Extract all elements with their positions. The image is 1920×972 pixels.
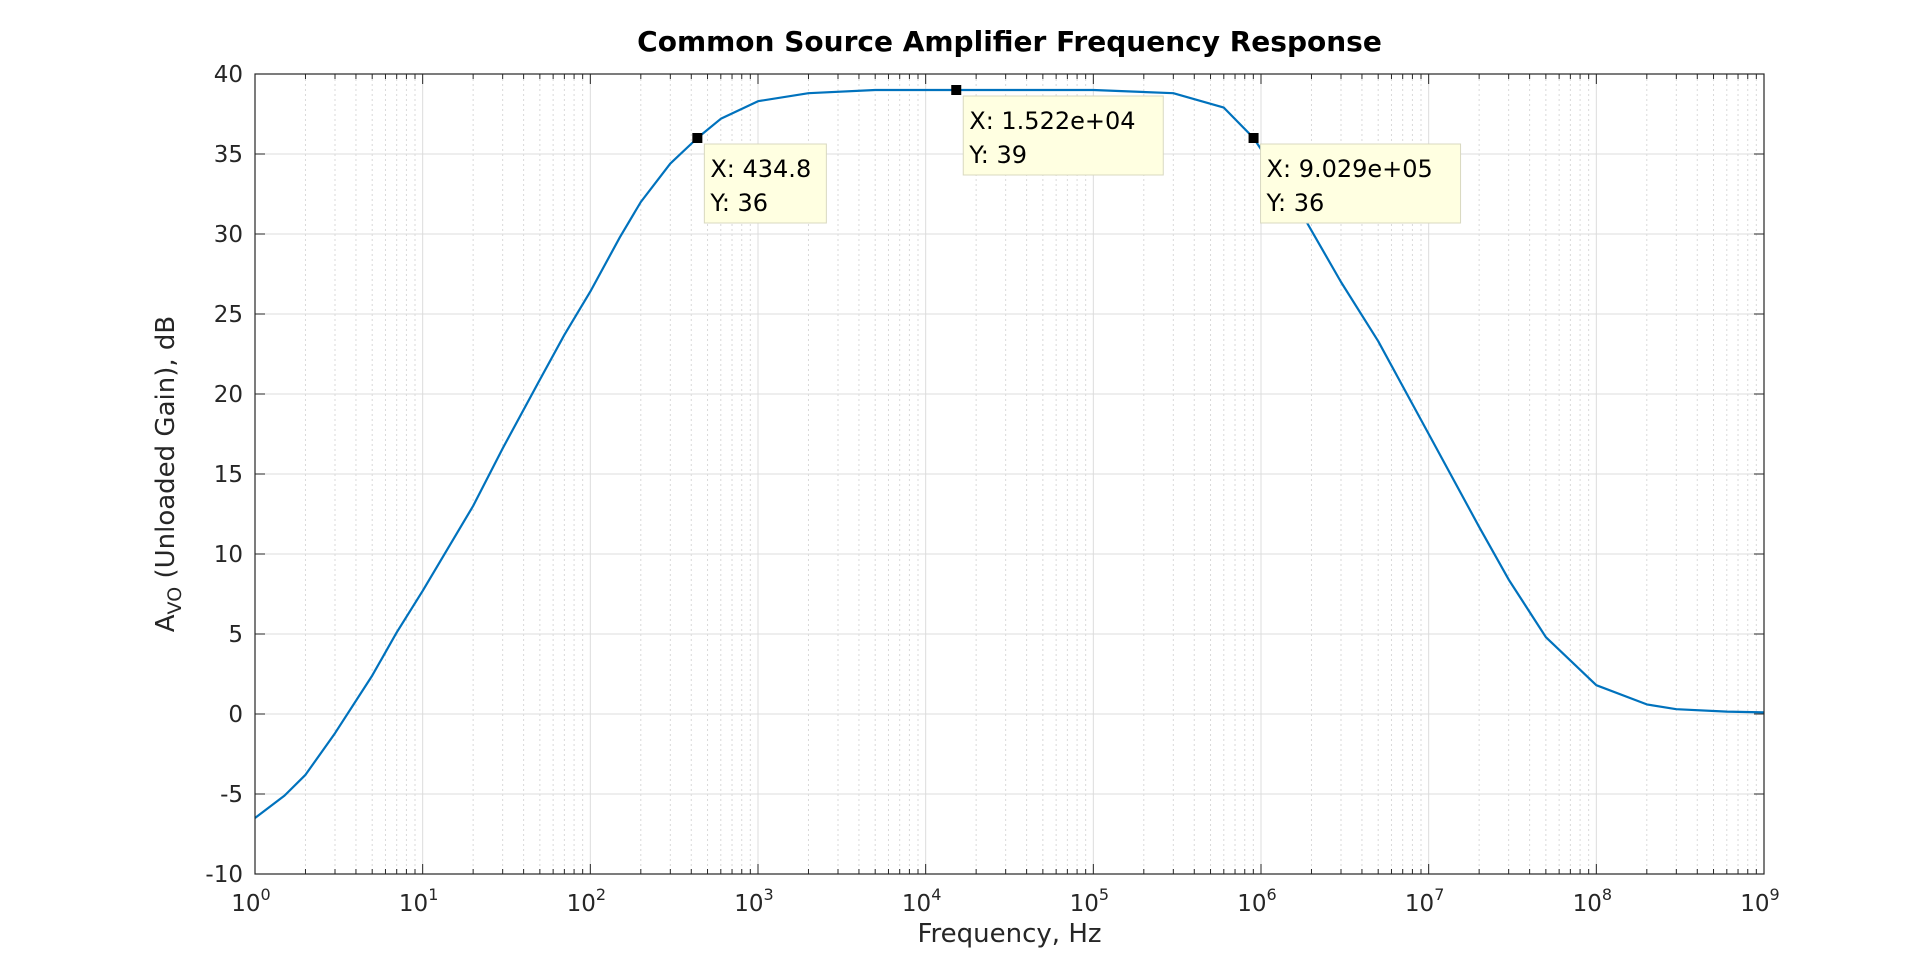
x-tick-base: 10 — [1070, 891, 1099, 917]
datatip-marker — [951, 85, 962, 95]
x-tick-exponent: 6 — [1267, 885, 1277, 904]
x-tick-exponent: 9 — [1770, 885, 1780, 904]
ticks — [254, 73, 1765, 875]
x-tick-label: 102 — [567, 885, 606, 917]
y-tick-label: 30 — [214, 222, 243, 248]
x-tick-base: 10 — [231, 891, 260, 917]
datatip-box — [962, 95, 1164, 176]
x-tick-exponent: 4 — [931, 885, 941, 904]
x-tick-base: 10 — [567, 891, 596, 917]
y-tick-label: 25 — [214, 302, 243, 328]
datatip-x-text: X: 1.522e+04 — [969, 107, 1135, 135]
y-tick-label: 20 — [214, 382, 243, 408]
x-tick-base: 10 — [902, 891, 931, 917]
labels: 100 101 102 103 104 105 106 107 108 109-10-505101… — [151, 25, 1780, 949]
x-tick-label: 106 — [1237, 885, 1276, 917]
series-line — [254, 88, 1765, 819]
x-tick-exponent: 7 — [1434, 885, 1444, 904]
x-tick-base: 10 — [399, 891, 428, 917]
chart-title: Common Source Amplifier Frequency Respon… — [637, 25, 1382, 58]
x-tick-base: 10 — [1237, 891, 1266, 917]
datatip-y-text: Y: 39 — [968, 141, 1027, 169]
grid — [254, 73, 1765, 875]
axes-box — [254, 73, 1765, 875]
datatip-marker — [692, 133, 703, 143]
datatip-box — [1260, 143, 1462, 224]
x-tick-label: 105 — [1070, 885, 1109, 917]
datatip-x-text: X: 9.029e+05 — [1267, 155, 1433, 183]
y-tick-label: 15 — [214, 462, 243, 488]
datatip-y-text: Y: 36 — [1266, 189, 1325, 217]
y-tick-label: 10 — [214, 542, 243, 568]
y-label-main: A — [151, 614, 181, 632]
y-tick-label: 0 — [228, 702, 243, 728]
x-tick-exponent: 2 — [596, 885, 606, 904]
y-tick-label: 5 — [228, 622, 243, 648]
y-tick-label: -5 — [220, 782, 243, 808]
x-tick-exponent: 0 — [261, 885, 271, 904]
x-tick-exponent: 8 — [1602, 885, 1612, 904]
x-tick-base: 10 — [1740, 891, 1769, 917]
x-tick-exponent: 1 — [428, 885, 438, 904]
datatip-y-text: Y: 36 — [709, 189, 768, 217]
y-tick-label: -10 — [205, 862, 243, 888]
plot-area — [254, 88, 1765, 819]
y-axis-label: AVO (Unloaded Gain), dB — [151, 316, 186, 632]
x-tick-label: 100 — [231, 885, 270, 917]
y-tick-label: 35 — [214, 142, 243, 168]
x-tick-label: 107 — [1405, 885, 1444, 917]
x-tick-base: 10 — [734, 891, 763, 917]
x-tick-label: 108 — [1573, 885, 1612, 917]
x-axis-label: Frequency, Hz — [917, 919, 1101, 949]
datatip-x-text: X: 434.8 — [710, 155, 811, 183]
x-tick-label: 109 — [1740, 885, 1779, 917]
y-label-subscript: VO — [164, 587, 186, 615]
x-tick-label: 104 — [902, 885, 941, 917]
x-tick-base: 10 — [1573, 891, 1602, 917]
x-tick-exponent: 5 — [1099, 885, 1109, 904]
datatip-marker — [1248, 133, 1259, 143]
x-tick-base: 10 — [1405, 891, 1434, 917]
y-tick-label: 40 — [214, 62, 243, 88]
datatip-box — [703, 143, 827, 224]
y-label-rest: (Unloaded Gain), dB — [151, 316, 181, 587]
x-tick-exponent: 3 — [764, 885, 774, 904]
x-tick-label: 101 — [399, 885, 438, 917]
datatips: X: 434.8 Y: 36 X: 1.522e+04 Y: 39 X: 9.029e+… — [692, 85, 1462, 224]
x-tick-label: 103 — [734, 885, 773, 917]
